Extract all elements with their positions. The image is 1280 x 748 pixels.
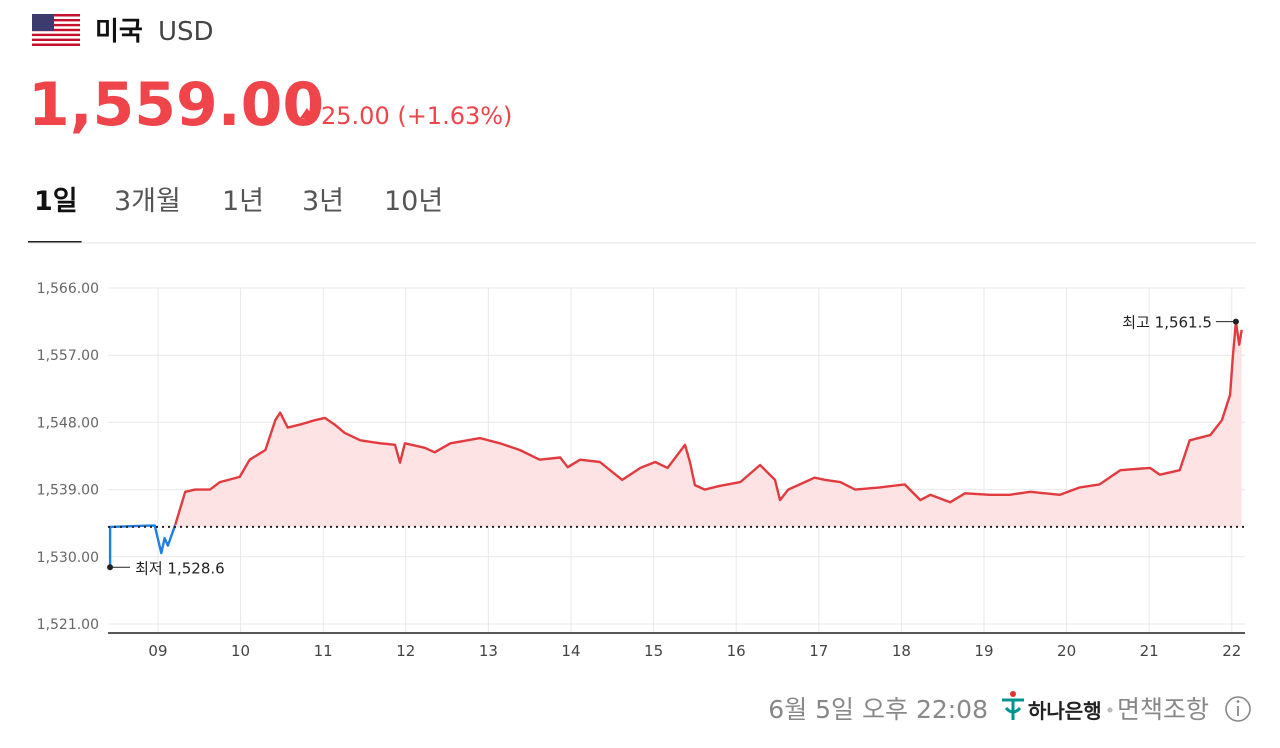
timestamp: 6월 5일 오후 22:08 <box>768 695 988 724</box>
bank-logo <box>1002 691 1024 720</box>
x-tick-label: 19 <box>974 642 993 660</box>
info-icon[interactable] <box>1225 696 1251 722</box>
tab[interactable]: 3개월 <box>114 186 181 217</box>
x-tick-label: 21 <box>1140 642 1159 660</box>
x-tick-label: 14 <box>561 642 580 660</box>
change: 25.00 (+1.63%) <box>321 102 512 130</box>
chart: 1,521.00 1,530.00 1,539.00 1,548.00 1,557.00… <box>37 281 1245 660</box>
footer: 6월 5일 오후 22:08 하나은행 면책조항 <box>768 691 1251 724</box>
tab[interactable]: 10년 <box>384 186 443 217</box>
bank-name: 하나은행 <box>1028 699 1102 723</box>
flag <box>32 14 80 46</box>
area <box>175 321 1242 527</box>
x-tick-label: 16 <box>727 642 746 660</box>
tab[interactable]: 3년 <box>302 186 344 217</box>
price: 1,559.00 <box>28 70 324 140</box>
y-tick-label: 1,557.00 <box>37 348 99 364</box>
x-tick-label: 17 <box>809 642 828 660</box>
annotation: 최고 1,561.5 <box>1122 314 1212 332</box>
y-tick-label: 1,548.00 <box>37 415 99 431</box>
x-tick-label: 18 <box>892 642 911 660</box>
y-tick-label: 1,539.00 <box>37 483 99 499</box>
separator <box>1107 707 1113 713</box>
annotation: 최저 1,528.6 <box>135 559 225 577</box>
disclaimer[interactable]: 면책조항 <box>1117 695 1209 724</box>
up-arrow <box>300 108 314 118</box>
line <box>174 320 1243 526</box>
y-tick-label: 1,566.00 <box>37 281 99 297</box>
x-tick-label: 22 <box>1222 642 1241 660</box>
x-tick-label: 20 <box>1057 642 1076 660</box>
tab[interactable]: 1일 <box>34 186 78 217</box>
currency: USD <box>158 17 214 47</box>
y-tick-label: 1,521.00 <box>37 617 99 633</box>
x-tick-label: 11 <box>314 642 333 660</box>
x-tick-label: 09 <box>148 642 167 660</box>
country: 미국 <box>95 17 143 47</box>
x-tick-label: 15 <box>644 642 663 660</box>
x-tick-label: 13 <box>479 642 498 660</box>
x-tick-label: 10 <box>231 642 250 660</box>
tab[interactable]: 1년 <box>222 186 264 217</box>
y-tick-label: 1,530.00 <box>37 550 99 566</box>
x-tick-label: 12 <box>396 642 415 660</box>
tabs: 1일 3개월 1년 3년 10년 <box>28 186 443 243</box>
line <box>108 524 177 568</box>
